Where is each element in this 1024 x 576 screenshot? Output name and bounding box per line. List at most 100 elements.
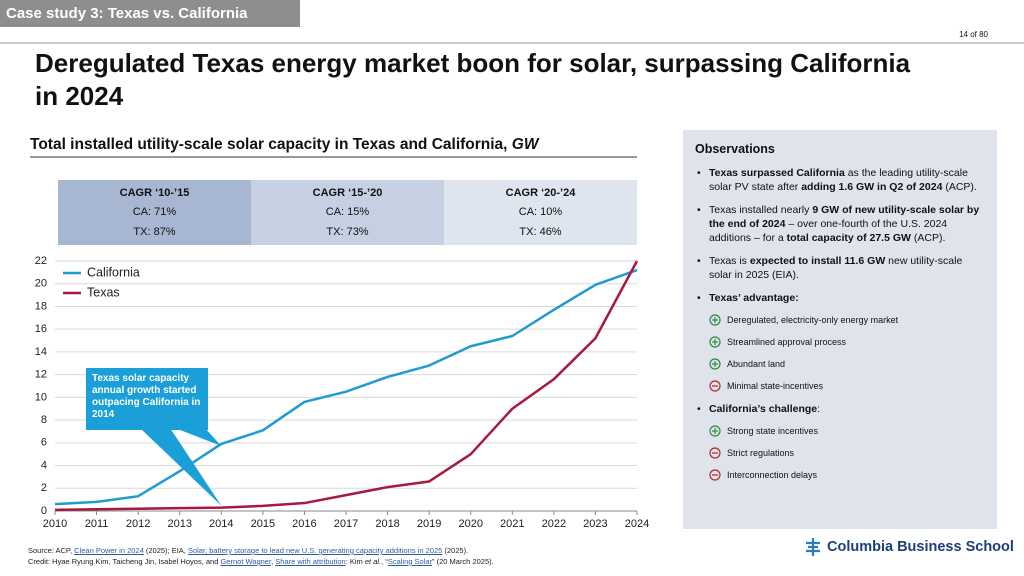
link: Scaling Solar <box>387 557 433 566</box>
cagr-cell: TX: 87% <box>133 226 176 239</box>
x-tick-label: 2013 <box>167 518 191 530</box>
cagr-cell: CA: 15% <box>325 206 370 219</box>
text-run: (2025); EIA, <box>143 546 188 555</box>
text-run: expected to install 11.6 GW <box>749 255 886 267</box>
text-run: Total installed utility-scale solar capa… <box>30 136 512 153</box>
link: Solar, battery storage to lead new U.S. … <box>187 546 443 555</box>
y-tick-label: 14 <box>35 346 47 358</box>
link: Gernot Wagner <box>220 557 272 566</box>
cagr-cell: CA: 10% <box>518 206 563 219</box>
text-run: : Kim <box>345 557 365 566</box>
text-run: (ACP). <box>942 181 977 193</box>
bullet: Texas surpassed California as the leadin… <box>695 166 983 194</box>
headline: Deregulated Texas energy market boon for… <box>35 48 911 111</box>
text-run: 9 GW of new utility-scale solar by the e… <box>709 204 980 230</box>
text-run: as the leading utility-scale solar PV st… <box>709 167 968 193</box>
legend-label: California <box>87 265 140 279</box>
item-text: Abundant land <box>727 359 786 369</box>
annotation-pointer <box>140 428 222 506</box>
x-tick-label: 2020 <box>458 518 482 530</box>
x-tick-label: 2023 <box>583 518 607 530</box>
cagr-column: CAGR ‘20-’24 CA: 10% TX: 46% <box>444 180 637 245</box>
link: Clean Power in 2024 <box>74 546 144 555</box>
observations-panel: Observations Texas surpassed California a… <box>683 130 997 529</box>
item-text: Strict regulations <box>727 448 795 458</box>
footnote: Source: ACP, Clean Power in 2024 (2025);… <box>28 545 494 556</box>
text-run: et al. <box>364 557 382 566</box>
text-run: Texas surpassed California <box>709 167 845 179</box>
chart-title: Total installed utility-scale solar capa… <box>30 136 538 154</box>
item-text: Streamlined approval process <box>727 337 847 347</box>
sub-item: Abundant land <box>709 357 983 371</box>
sub-item: Strong state incentives <box>709 424 983 438</box>
bullet-text: Texas surpassed California as the leadin… <box>709 166 983 194</box>
observations-title: Observations <box>695 142 775 156</box>
y-tick-label: 0 <box>41 505 47 517</box>
logo: Columbia Business School <box>803 537 1014 557</box>
y-tick-label: 10 <box>35 391 47 403</box>
y-tick-label: 20 <box>35 278 47 290</box>
x-tick-label: 2011 <box>85 518 109 530</box>
bullet: Texas installed nearly 9 GW of new utili… <box>695 203 983 245</box>
cagr-header: CAGR ‘20-’24 <box>505 186 576 199</box>
item-text: Minimal state-incentives <box>727 381 824 391</box>
y-tick-label: 18 <box>35 300 47 312</box>
y-tick-label: 12 <box>35 369 47 381</box>
text-run: – over one-fourth of the U.S. 2024 addit… <box>709 218 948 244</box>
annotation-pointer <box>175 428 222 446</box>
text-run: adding 1.6 GW in Q2 of 2024 <box>801 181 943 193</box>
sub-item: Strict regulations <box>709 446 983 460</box>
x-tick-label: 2017 <box>334 518 358 530</box>
y-tick-label: 16 <box>35 323 47 335</box>
cagr-column: CAGR ‘15-’20 CA: 15% TX: 73% <box>251 180 444 245</box>
text-run: Texas is <box>709 255 750 267</box>
bullet-text: California’s challenge: <box>709 402 983 416</box>
x-tick-label: 2016 <box>292 518 316 530</box>
footnotes: Source: ACP, Clean Power in 2024 (2025);… <box>28 545 494 567</box>
text-run: Source: ACP, <box>28 546 75 555</box>
item-text: Deregulated, electricity-only energy mar… <box>727 315 899 325</box>
x-tick-label: 2024 <box>625 518 649 530</box>
cagr-cell: TX: 46% <box>519 226 562 239</box>
series-line <box>54 268 638 506</box>
text-run: GW <box>511 136 539 153</box>
text-run: ” (20 March 2025). <box>432 557 494 566</box>
x-tick-label: 2015 <box>251 518 275 530</box>
minus-icon <box>709 380 721 392</box>
y-tick-label: 2 <box>41 482 47 494</box>
bullet-text: Texas’ advantage: <box>709 291 983 305</box>
text-run: new utility-scale solar in 2025 (EIA). <box>709 255 963 281</box>
sub-item: Interconnection delays <box>709 468 983 482</box>
bullet-text: Texas installed nearly 9 GW of new utili… <box>709 203 983 245</box>
plus-icon <box>709 314 721 326</box>
bullet: Texas’ advantage: Deregulated, electricit… <box>695 291 983 393</box>
plus-icon <box>709 358 721 370</box>
text-run: Texas installed nearly <box>709 204 813 216</box>
item-text: Strong state incentives <box>727 426 819 436</box>
item-text: Interconnection delays <box>727 470 818 480</box>
y-tick-label: 6 <box>41 437 47 449</box>
text-run: California’s challenge <box>709 403 818 415</box>
text-run: (2025). <box>442 546 469 555</box>
cagr-column: CAGR ‘10-’15 CA: 71% TX: 87% <box>58 180 251 245</box>
text-run: , <box>271 557 276 566</box>
cagr-header: CAGR ‘10-’15 <box>119 186 190 199</box>
text-run: , “ <box>381 557 388 566</box>
section-tab: Case study 3: Texas vs. California <box>0 0 300 27</box>
cagr-cell: CA: 71% <box>132 206 177 219</box>
logo-icon <box>806 538 820 556</box>
footnote: Credit: Hyae Ryung Kim, Taicheng Jin, Is… <box>28 556 494 567</box>
text-run: total capacity of 27.5 GW <box>786 232 911 244</box>
x-tick-label: 2010 <box>43 518 67 530</box>
annotation: Texas solar capacity annual growth start… <box>86 368 208 430</box>
sub-item: Streamlined approval process <box>709 335 983 349</box>
bullet: Texas is expected to install 11.6 GW new… <box>695 254 983 282</box>
plus-icon <box>709 336 721 348</box>
bullet: California’s challenge: Strong state ince… <box>695 402 983 482</box>
plus-icon <box>709 425 721 437</box>
sub-item: Minimal state-incentives <box>709 379 983 393</box>
cagr-cell: TX: 73% <box>326 226 369 239</box>
page-number: 14 of 80 <box>959 30 988 39</box>
